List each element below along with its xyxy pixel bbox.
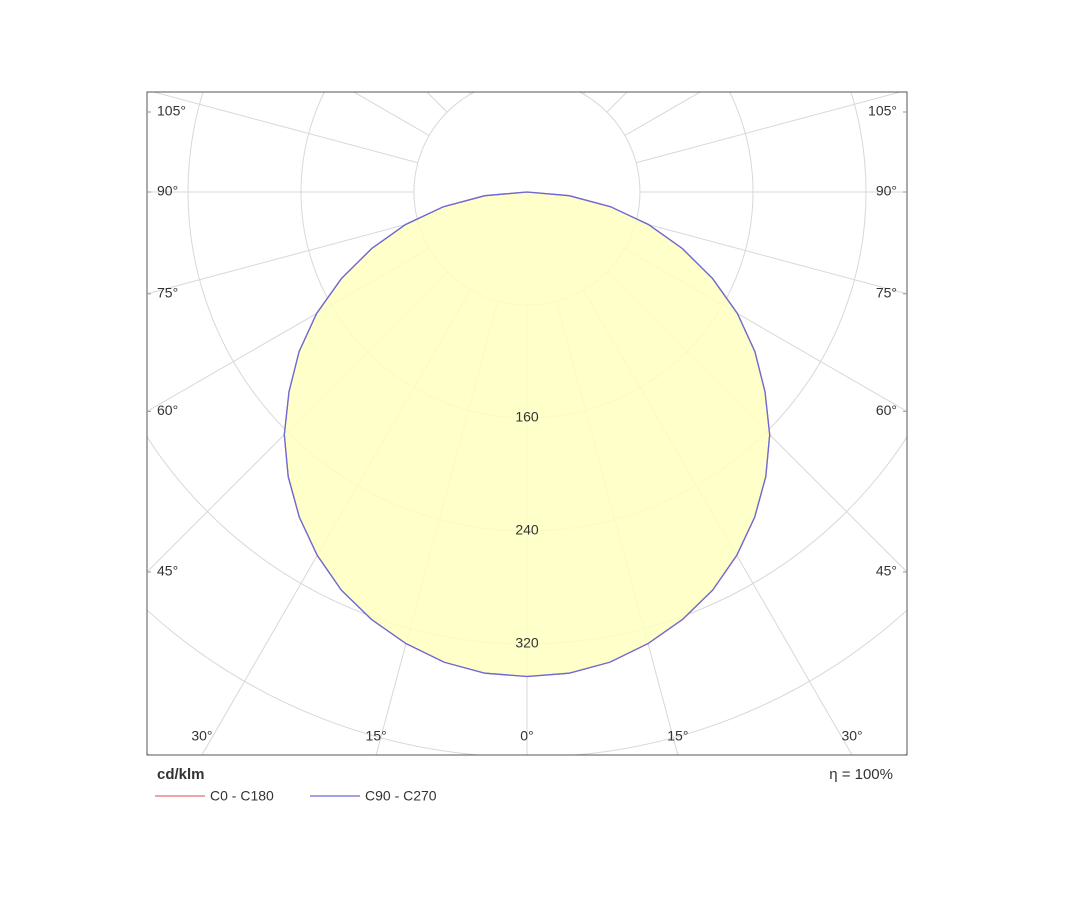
angle-tick-label: 75° [157,285,178,301]
grid-spoke [151,92,418,164]
intensity-curve [283,191,771,678]
angle-tick-label: 75° [876,285,897,301]
grid-spoke [606,92,628,113]
grid-spoke [352,0,498,83]
plot-area [147,0,907,755]
grid-spoke [636,92,903,164]
angle-tick-label: 105° [157,103,186,119]
grid-spoke [352,92,430,136]
grid-spoke [556,0,702,83]
grid-spoke [583,92,586,95]
grid-spoke [468,92,471,95]
r-tick-label: 160 [515,409,539,425]
angle-tick-label: 60° [157,402,178,418]
angle-tick-label: 90° [876,183,897,199]
frame [146,91,908,756]
angle-tick-label: 15° [366,728,387,744]
angle-tick-label: 45° [876,563,897,579]
angle-tick-label: 90° [157,183,178,199]
legend-label: C0 - C180 [210,788,274,804]
angle-tick-label: 105° [868,103,897,119]
legend-label: C90 - C270 [365,788,437,804]
angle-tick-label: 15° [667,728,688,744]
angle-tick-label: 30° [841,728,862,744]
grid-spoke [426,92,448,113]
angle-tick-label: 45° [157,563,178,579]
efficiency-label: η = 100% [829,766,893,783]
grid-spoke [147,220,418,295]
unit-label: cd/klm [157,766,205,783]
grid-spoke [624,92,702,136]
angle-tick-label: 60° [876,402,897,418]
r-tick-label: 240 [515,522,539,538]
angle-tick-label: 0° [520,728,533,744]
r-tick-label: 320 [515,635,539,651]
intensity-fill [284,192,770,677]
angle-tick-label: 30° [191,728,212,744]
grid-spoke [636,220,907,295]
